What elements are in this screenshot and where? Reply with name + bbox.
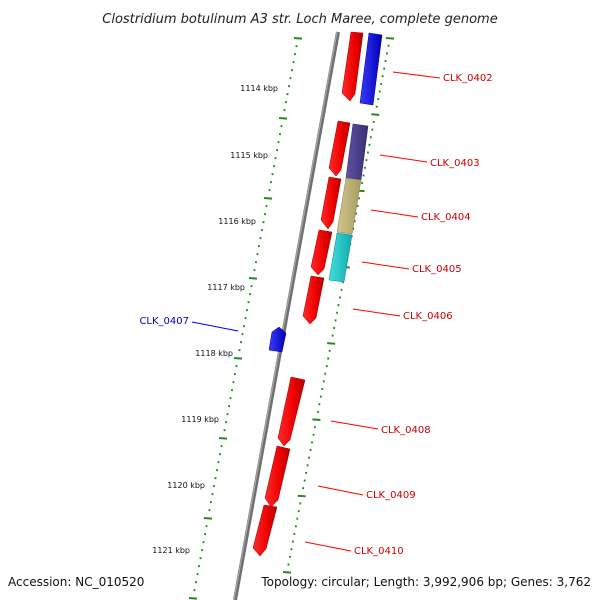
connector-CLK_0404	[370, 209, 419, 218]
sequence-backbone	[233, 31, 340, 600]
feature-block-CLK_0404[interactable]	[336, 177, 362, 235]
connector-CLK_0409	[317, 485, 364, 496]
scale-label-1121: 1121 kbp	[152, 546, 190, 555]
feature-block-CLK_0405[interactable]	[328, 232, 353, 283]
scale-label-1114: 1114 kbp	[240, 84, 278, 93]
connector-CLK_0408	[330, 420, 379, 430]
left-track-major-tick-0	[293, 37, 303, 40]
connector-CLK_0406	[352, 308, 401, 317]
left-track-major-tick-30	[248, 277, 258, 280]
connector-CLK_0402	[392, 71, 441, 79]
forward-genes	[252, 31, 364, 557]
left-track-major-tick-70	[188, 597, 198, 600]
gene-labels: CLK_0402 CLK_0403 CLK_0404 CLK_0405 CLK_…	[139, 73, 492, 557]
map-title: Clostridium botulinum A3 str. Loch Maree…	[102, 12, 497, 27]
gene-CLK_0403[interactable]	[328, 120, 351, 177]
right-track-major-tick-40	[327, 342, 336, 345]
left-track-major-tick-50	[218, 437, 228, 440]
left-track-major-tick-10	[278, 117, 288, 120]
gene-CLK_0409[interactable]	[264, 445, 291, 508]
right-track-major-tick-0	[385, 37, 395, 40]
gene-label-CLK_0404[interactable]: CLK_0404	[421, 212, 471, 223]
scale-label-1116: 1116 kbp	[218, 217, 256, 226]
scale-label-1118: 1118 kbp	[195, 349, 233, 358]
connector-CLK_0407	[191, 321, 239, 332]
gene-label-CLK_0408[interactable]: CLK_0408	[381, 425, 431, 436]
right-track-major-tick-70	[282, 571, 292, 574]
gene-CLK_0406[interactable]	[302, 275, 325, 325]
gene-label-CLK_0410[interactable]: CLK_0410	[354, 546, 404, 557]
connector-CLK_0403	[379, 154, 428, 163]
right-track-major-tick-10	[371, 113, 380, 116]
gene-label-CLK_0407[interactable]: CLK_0407	[139, 316, 189, 327]
gene-label-CLK_0406[interactable]: CLK_0406	[403, 311, 453, 322]
scale-label-1120: 1120 kbp	[167, 481, 205, 490]
gene-label-CLK_0403[interactable]: CLK_0403	[430, 158, 480, 169]
scale-labels: 1114 kbp 1115 kbp 1116 kbp 1117 kbp 1118…	[152, 84, 278, 555]
right-track-major-tick-60	[297, 494, 306, 498]
gene-label-CLK_0402[interactable]: CLK_0402	[443, 73, 493, 84]
scale-label-1117: 1117 kbp	[207, 283, 245, 292]
right-tick-track	[282, 37, 395, 574]
gene-CLK_0410[interactable]	[252, 504, 278, 557]
left-track-major-tick-60	[203, 517, 213, 520]
gene-label-CLK_0405[interactable]: CLK_0405	[412, 264, 462, 275]
feature-block-CLK_0403[interactable]	[345, 123, 369, 181]
gene-label-CLK_0409[interactable]: CLK_0409	[366, 490, 416, 501]
gene-CLK_0408[interactable]	[277, 376, 306, 447]
accession-label: Accession: NC_010520	[8, 575, 144, 589]
sequence-backbone-highlight	[233, 31, 338, 600]
left-tick-track	[188, 37, 303, 600]
topology-summary: Topology: circular; Length: 3,992,906 bp…	[260, 575, 591, 589]
feature-block-CLK_0402[interactable]	[359, 32, 383, 106]
scale-label-1119: 1119 kbp	[181, 415, 219, 424]
scale-label-1115: 1115 kbp	[230, 151, 268, 160]
gene-CLK_0402[interactable]	[341, 31, 364, 102]
label-connectors	[191, 71, 441, 552]
connector-CLK_0410	[304, 541, 352, 552]
right-track-major-tick-50	[312, 418, 321, 422]
left-track-major-tick-20	[263, 197, 273, 200]
left-track-major-tick-40	[233, 357, 243, 360]
gene-CLK_0405[interactable]	[310, 229, 333, 276]
feature-blocks	[328, 32, 383, 283]
connector-CLK_0405	[361, 261, 410, 270]
gene-CLK_0404[interactable]	[320, 176, 342, 230]
gene-CLK_0407[interactable]	[268, 326, 287, 353]
